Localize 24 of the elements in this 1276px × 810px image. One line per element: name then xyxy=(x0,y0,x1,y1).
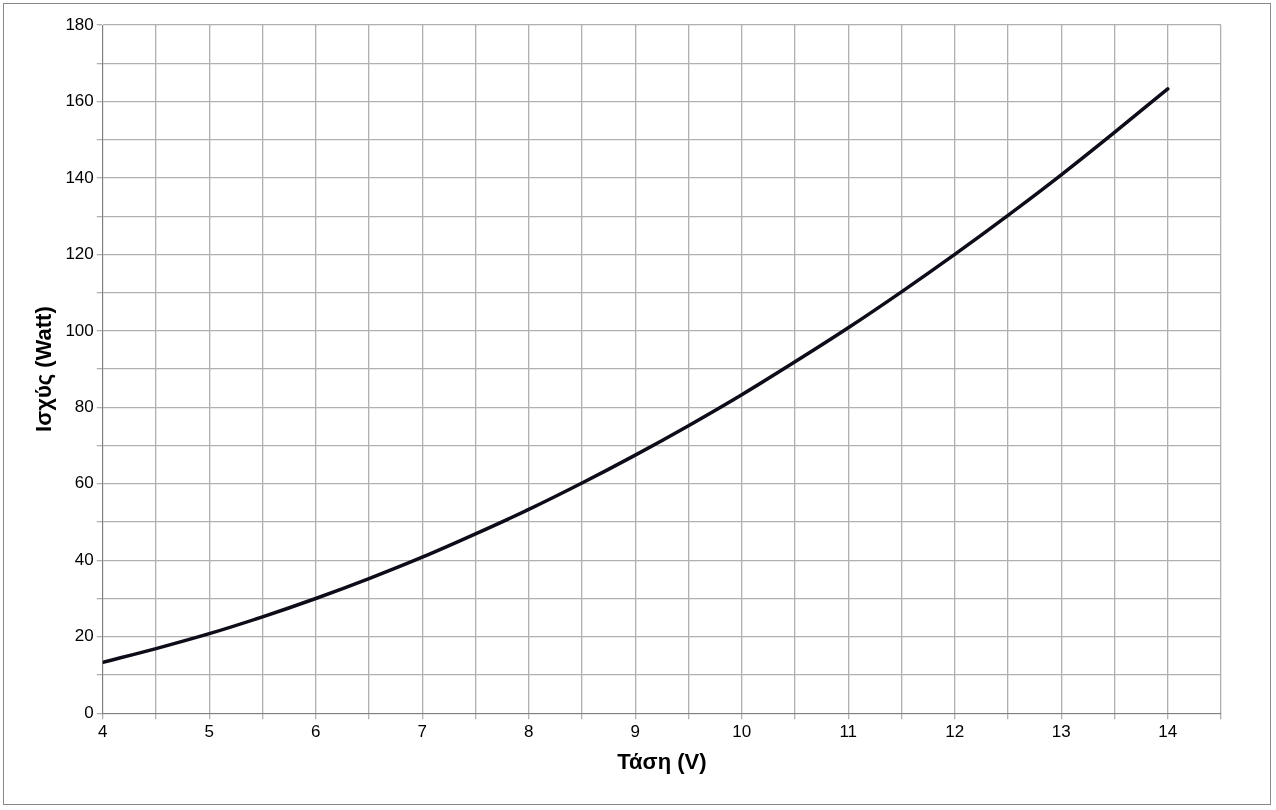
y-tick-label: 60 xyxy=(74,473,94,493)
x-tick-label: 9 xyxy=(630,722,640,742)
y-tick-label: 100 xyxy=(65,320,94,340)
y-tick-label: 80 xyxy=(74,397,94,417)
x-tick-label: 4 xyxy=(98,722,108,742)
y-tick-label: 40 xyxy=(74,549,94,569)
x-tick-label: 13 xyxy=(1051,722,1071,742)
x-tick-label: 14 xyxy=(1158,722,1178,742)
x-tick-label: 8 xyxy=(524,722,534,742)
x-tick-label: 10 xyxy=(732,722,752,742)
x-axis-title: Τάση (V) xyxy=(617,748,707,774)
y-tick-label: 20 xyxy=(74,626,94,646)
x-tick-label: 7 xyxy=(417,722,427,742)
x-tick-label: 5 xyxy=(204,722,214,742)
y-tick-label: 120 xyxy=(65,244,94,264)
line-series xyxy=(102,87,1170,665)
y-tick-label: 180 xyxy=(65,14,94,34)
y-tick-label: 160 xyxy=(65,91,94,111)
y-axis-title: Ισχύς (Watt) xyxy=(31,306,57,432)
y-tick-label: 140 xyxy=(65,167,94,187)
y-tick-label: 0 xyxy=(84,702,94,722)
x-tick-label: 11 xyxy=(839,722,858,742)
x-tick-label: 12 xyxy=(945,722,965,742)
x-tick-label: 6 xyxy=(311,722,321,742)
